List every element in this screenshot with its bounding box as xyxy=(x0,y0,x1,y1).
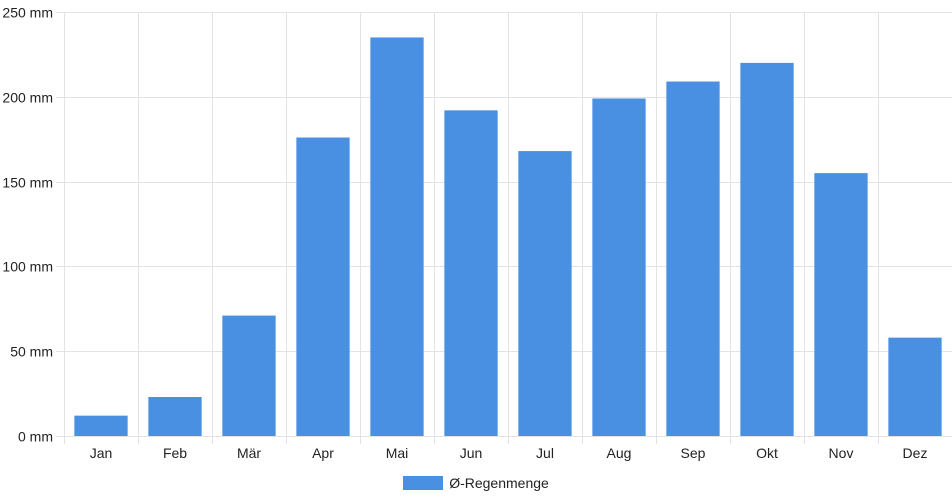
x-tick-label: Feb xyxy=(163,445,187,461)
bar-nov[interactable] xyxy=(814,173,868,436)
legend-label: Ø-Regenmenge xyxy=(449,475,549,491)
x-tick-label: Mai xyxy=(386,445,409,461)
rainfall-bar-chart: 0 mm 50 mm 100 mm 150 mm 200 mm 250 mm Jan Feb… xyxy=(2,5,952,461)
bar-mär[interactable] xyxy=(222,315,276,436)
bar-apr[interactable] xyxy=(296,137,350,436)
x-tick-label: Jun xyxy=(460,445,483,461)
y-tick-label: 0 mm xyxy=(18,429,53,445)
bar-jun[interactable] xyxy=(444,110,498,437)
x-tick-label: Jan xyxy=(90,445,113,461)
x-tick-label: Nov xyxy=(829,445,854,461)
x-tick-label: Dez xyxy=(903,445,928,461)
y-tick-label: 150 mm xyxy=(2,175,53,191)
x-tick-label: Aug xyxy=(607,445,632,461)
bar-feb[interactable] xyxy=(148,396,202,436)
x-tick-label: Mär xyxy=(237,445,261,461)
bar-sep[interactable] xyxy=(666,81,720,436)
y-tick-label: 200 mm xyxy=(2,90,53,106)
y-tick-label: 100 mm xyxy=(2,259,53,275)
y-tick-label: 250 mm xyxy=(2,5,53,21)
bar-aug[interactable] xyxy=(592,98,646,436)
bar-mai[interactable] xyxy=(370,37,424,436)
x-tick-label: Okt xyxy=(756,445,778,461)
y-tick-label: 50 mm xyxy=(10,344,53,360)
x-tick-label: Sep xyxy=(681,445,706,461)
legend: Ø-Regenmenge xyxy=(0,472,952,494)
bar-jan[interactable] xyxy=(74,415,128,436)
legend-item[interactable]: Ø-Regenmenge xyxy=(403,475,549,491)
x-axis-ticks: Jan Feb Mär Apr Mai Jun Jul Aug Sep Okt Nov Dez xyxy=(90,445,928,461)
y-axis-ticks: 0 mm 50 mm 100 mm 150 mm 200 mm 250 mm xyxy=(2,5,53,445)
grid-layer xyxy=(56,12,952,444)
x-tick-label: Jul xyxy=(536,445,554,461)
bar-dez[interactable] xyxy=(888,337,942,436)
bar-jul[interactable] xyxy=(518,151,572,436)
bar-layer xyxy=(74,37,942,437)
bar-okt[interactable] xyxy=(740,62,794,436)
x-tick-label: Apr xyxy=(312,445,334,461)
legend-swatch xyxy=(403,476,444,490)
